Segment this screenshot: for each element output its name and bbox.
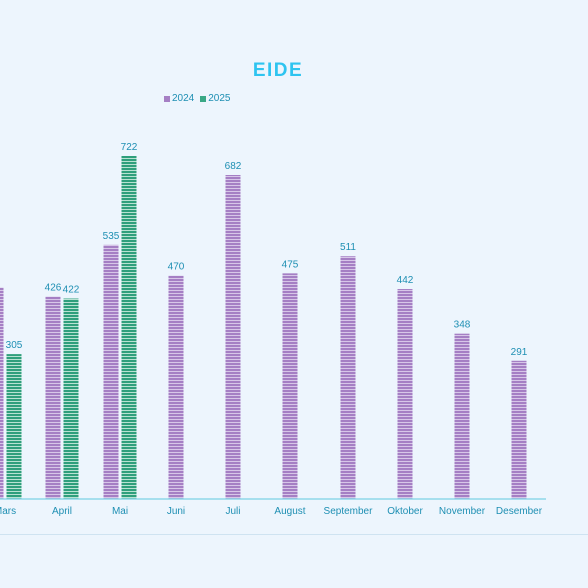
value-label-2024-oktober: 442: [397, 275, 414, 286]
category-label-september: September: [324, 506, 374, 517]
category-label-november: November: [439, 506, 486, 517]
chart-title: EIDE: [252, 60, 304, 81]
bar-2024-oktober: [397, 289, 413, 499]
bar-2024-april: [45, 296, 61, 499]
bar-2025-mars: [6, 354, 22, 499]
value-label-2025-april: 422: [63, 285, 80, 296]
bar-2025-mai: [121, 156, 137, 499]
value-label-2025-mai: 722: [121, 142, 138, 153]
legend-item-2025: 2025: [200, 93, 231, 104]
legend-label-2025: 2025: [208, 93, 231, 104]
legend: 2024 2025: [164, 93, 231, 104]
category-label-mai: Mai: [112, 506, 128, 517]
legend-swatch-2024: [164, 95, 170, 102]
category-label-august: August: [274, 506, 305, 517]
value-label-2024-august: 475: [282, 259, 299, 270]
legend-item-2024: 2024: [164, 93, 194, 104]
category-label-juni: Juni: [167, 506, 185, 517]
bar-2024-november: [454, 333, 470, 499]
bar-2024-juli: [225, 175, 241, 499]
bars-group: [0, 156, 527, 499]
category-label-april: April: [52, 506, 72, 517]
value-label-2024-desember: 291: [511, 347, 528, 358]
legend-swatch-2025: [200, 95, 207, 102]
legend-label-2024: 2024: [172, 93, 195, 104]
value-label-2024-november: 348: [454, 320, 471, 331]
category-label-juli: Juli: [225, 506, 240, 517]
category-label-desember: Desember: [496, 506, 543, 517]
value-label-2024-mai: 535: [103, 231, 120, 242]
value-label-2024-april: 426: [45, 283, 62, 294]
bottom-rule: [0, 534, 588, 535]
bar-2024-mai: [103, 244, 119, 499]
category-labels-group: Mars April Mai Juni Juli August September Oktob…: [0, 506, 543, 517]
category-label-mars: Mars: [0, 506, 16, 517]
value-label-2024-juli: 682: [225, 161, 242, 172]
bar-2024-desember: [511, 360, 527, 499]
value-label-2025-mars: 305: [6, 340, 23, 351]
value-label-2024-september: 511: [340, 242, 356, 253]
category-label-oktober: Oktober: [387, 506, 423, 517]
bar-2024-august: [282, 273, 298, 499]
bar-2025-april: [63, 298, 79, 499]
bar-2024-mars: [0, 287, 4, 499]
value-label-2024-juni: 470: [168, 262, 185, 273]
bar-2024-september: [340, 256, 356, 499]
bar-2024-juni: [168, 275, 184, 499]
